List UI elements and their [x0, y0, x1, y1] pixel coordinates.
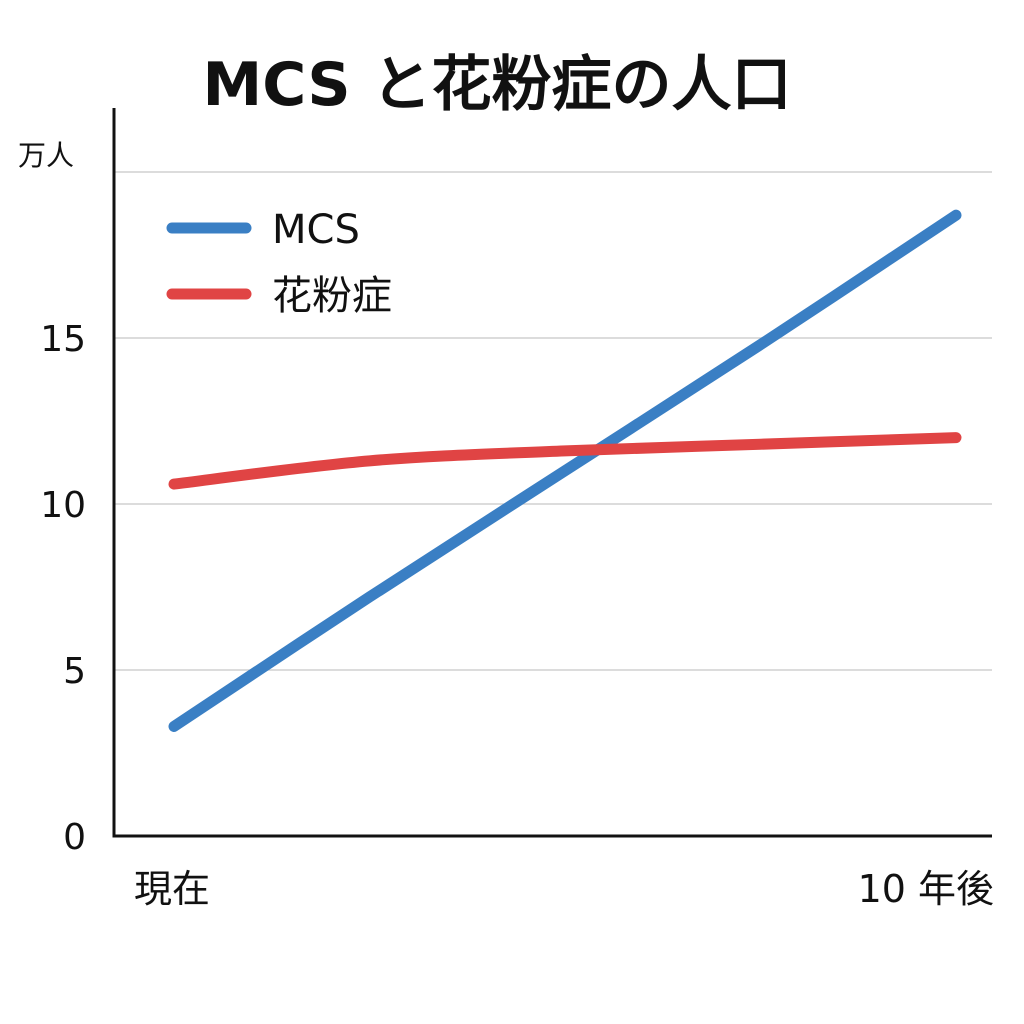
x-tick-label: 現在	[134, 867, 210, 911]
axes	[112, 108, 992, 838]
y-tick-label: 10	[40, 485, 86, 526]
chart-title: MCS と花粉症の人口	[203, 50, 792, 120]
y-tick-label: 0	[63, 817, 86, 858]
y-tick-label: 5	[63, 651, 86, 692]
y-axis-unit-label: 万人	[18, 139, 74, 172]
x-tick-label: 10 年後	[858, 867, 994, 911]
legend-label: MCS	[272, 207, 360, 253]
series-lines	[168, 209, 962, 732]
series-line-0	[168, 209, 962, 732]
series-line-1	[168, 432, 962, 490]
gridlines	[114, 171, 992, 671]
y-tick-label: 15	[40, 319, 86, 360]
legend: MCS 花粉症	[166, 207, 392, 319]
y-axis-ticks: 0 5 10 15	[40, 319, 86, 858]
legend-label: 花粉症	[272, 273, 392, 319]
x-axis-ticks: 現在 10 年後	[134, 867, 994, 911]
